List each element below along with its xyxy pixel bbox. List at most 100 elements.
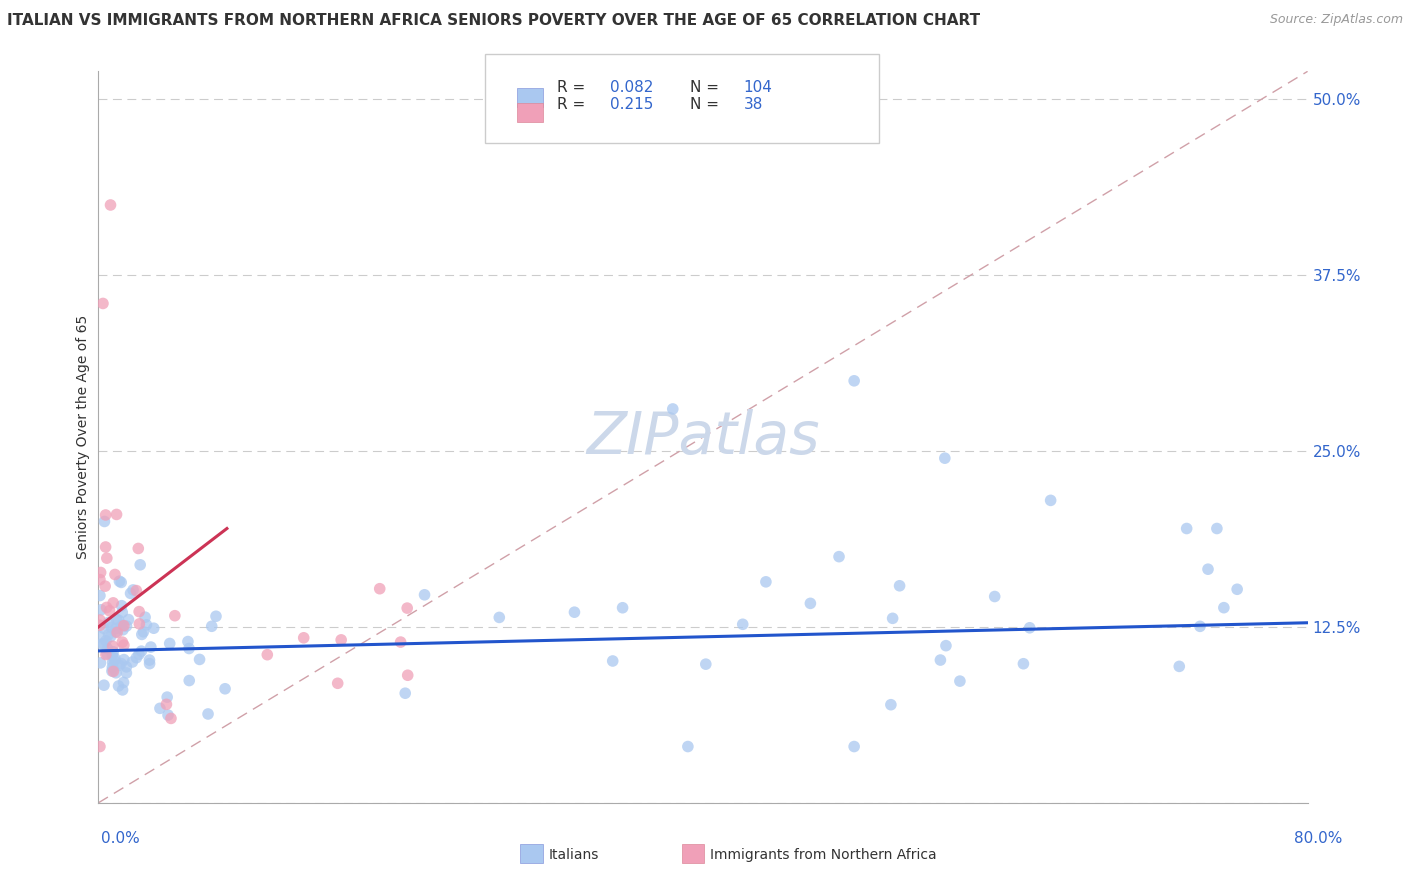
Text: Source: ZipAtlas.com: Source: ZipAtlas.com <box>1270 13 1403 27</box>
Point <box>100 630 122 644</box>
Point <box>1168 659 1191 673</box>
Point <box>138 653 160 667</box>
Text: 0.0%: 0.0% <box>101 831 141 846</box>
Point <box>396 601 419 615</box>
Point <box>89 630 111 644</box>
Point <box>128 605 150 619</box>
Point <box>112 638 135 652</box>
Point <box>89 618 111 632</box>
Point <box>120 586 142 600</box>
Point <box>177 641 200 656</box>
Point <box>160 711 183 725</box>
Point <box>1039 493 1062 508</box>
Point <box>177 634 200 648</box>
Text: Italians: Italians <box>548 847 599 862</box>
Point <box>104 651 127 665</box>
Point <box>1226 582 1249 597</box>
Point <box>612 600 634 615</box>
Point <box>1012 657 1035 671</box>
Point <box>214 681 236 696</box>
Point <box>368 582 391 596</box>
Point <box>163 608 186 623</box>
Point <box>188 652 211 666</box>
Point <box>104 567 127 582</box>
Point <box>326 676 349 690</box>
Point <box>110 657 132 671</box>
Point <box>108 574 131 589</box>
Point <box>132 624 155 639</box>
Point <box>104 622 127 636</box>
Point <box>98 604 121 618</box>
Text: R =: R = <box>557 97 591 112</box>
Point <box>125 583 148 598</box>
Point <box>131 627 153 641</box>
Point <box>179 673 201 688</box>
Point <box>89 573 111 587</box>
Point <box>142 621 165 635</box>
Point <box>101 660 124 674</box>
Text: Immigrants from Northern Africa: Immigrants from Northern Africa <box>710 847 936 862</box>
Point <box>156 708 179 723</box>
Text: ZIPatlas: ZIPatlas <box>586 409 820 466</box>
Point <box>91 296 114 310</box>
Point <box>103 665 125 679</box>
Point <box>112 618 135 632</box>
Text: 80.0%: 80.0% <box>1295 831 1343 846</box>
Point <box>93 637 115 651</box>
Point <box>93 515 115 529</box>
Point <box>107 613 129 627</box>
Point <box>103 653 125 667</box>
Point <box>602 654 624 668</box>
Point <box>935 639 957 653</box>
Point <box>256 648 278 662</box>
Point <box>96 647 118 661</box>
Point <box>107 679 129 693</box>
Text: 38: 38 <box>744 97 763 112</box>
Point <box>121 655 143 669</box>
Point <box>292 631 315 645</box>
Point <box>105 625 128 640</box>
Point <box>844 374 866 388</box>
Point <box>125 650 148 665</box>
Point <box>94 508 117 522</box>
Point <box>149 701 172 715</box>
Point <box>396 668 419 682</box>
Point <box>131 644 153 658</box>
Text: R =: R = <box>557 80 591 95</box>
Point <box>100 620 122 634</box>
Point <box>799 596 821 610</box>
Point <box>128 648 150 662</box>
Point <box>115 665 138 680</box>
Point <box>93 678 115 692</box>
Point <box>205 609 228 624</box>
Point <box>97 627 120 641</box>
Point <box>112 652 135 666</box>
Point <box>111 635 134 649</box>
Point <box>103 596 125 610</box>
Point <box>115 660 138 674</box>
Text: ITALIAN VS IMMIGRANTS FROM NORTHERN AFRICA SENIORS POVERTY OVER THE AGE OF 65 CO: ITALIAN VS IMMIGRANTS FROM NORTHERN AFRI… <box>7 13 980 29</box>
Point <box>91 637 114 651</box>
Point <box>96 641 118 656</box>
Point <box>676 739 699 754</box>
Point <box>90 566 112 580</box>
Point <box>394 686 416 700</box>
Text: 0.215: 0.215 <box>610 97 654 112</box>
Point <box>110 575 132 590</box>
Point <box>882 611 904 625</box>
Point <box>100 198 122 212</box>
Point <box>101 648 124 662</box>
Point <box>844 739 866 754</box>
Point <box>934 451 956 466</box>
Point <box>94 633 117 648</box>
Point <box>1197 562 1219 576</box>
Point <box>112 675 135 690</box>
Point <box>90 603 112 617</box>
Point <box>96 600 118 615</box>
Point <box>111 618 134 632</box>
Point <box>695 657 717 672</box>
Point <box>135 618 157 632</box>
Point <box>1018 621 1040 635</box>
Point <box>159 636 181 650</box>
Point <box>93 621 115 635</box>
